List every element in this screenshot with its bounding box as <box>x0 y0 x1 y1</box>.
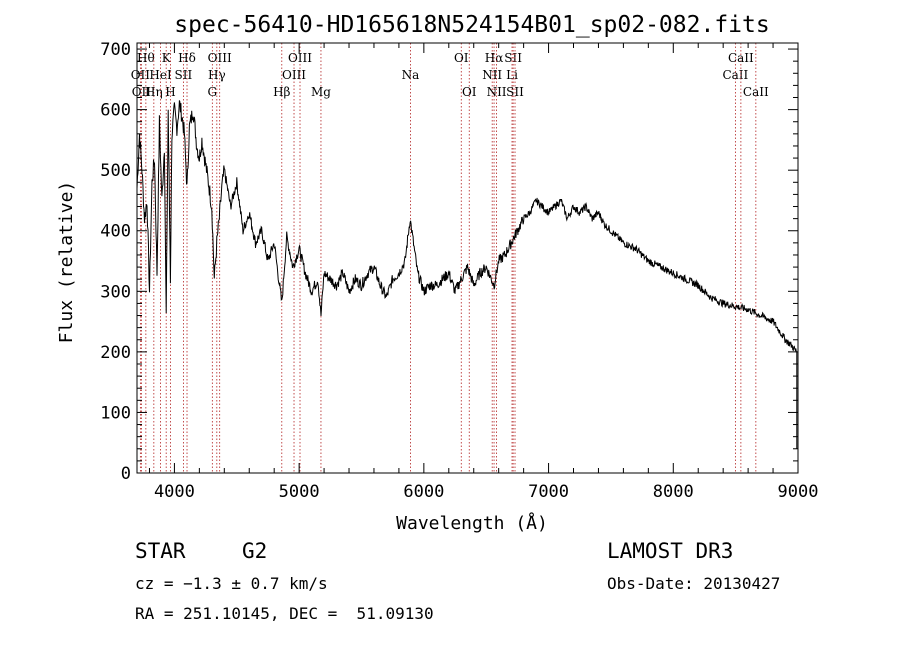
spectral-line-label: H <box>165 85 175 99</box>
spectral-line-label: CaII <box>743 85 769 99</box>
plot-frame <box>136 42 799 474</box>
spectral-line-label: OIII <box>282 68 306 82</box>
x-tick-label: 9000 <box>778 482 819 502</box>
y-axis-label: Flux (relative) <box>56 181 77 344</box>
x-tick-label: 5000 <box>279 482 320 502</box>
redshift-cz: cz = −1.3 ± 0.7 km/s <box>135 574 328 593</box>
y-tick-label: 300 <box>100 282 131 302</box>
x-tick-label: 4000 <box>154 482 195 502</box>
spectral-line-label: Mg <box>311 85 331 99</box>
spectral-line-label: SII <box>175 68 193 82</box>
x-tick-label: 7000 <box>528 482 569 502</box>
spectral-line-label: NII <box>482 68 502 82</box>
spectral-line-label: G <box>208 85 218 99</box>
coordinates: RA = 251.10145, DEC = 51.09130 <box>135 604 434 623</box>
spectral-line-label: OI <box>462 85 477 99</box>
object-class: STAR <box>135 539 186 563</box>
y-tick-label: 600 <box>100 101 131 121</box>
y-axis: 0 100 200 300 400 500 600 700 <box>100 40 798 484</box>
y-tick-label: 500 <box>100 161 131 181</box>
spectral-line-label: SII <box>504 51 522 65</box>
spectrum-series <box>136 100 798 449</box>
spectral-line-label: SII <box>506 85 524 99</box>
spectrum-line <box>136 100 798 449</box>
spectral-line-label: Hγ <box>208 68 226 82</box>
spectral-line-label: OI <box>454 51 469 65</box>
spectral-line-label: CaII <box>722 68 748 82</box>
x-axis-label: Wavelength (Å) <box>396 512 548 534</box>
survey-name: LAMOST DR3 <box>607 539 734 563</box>
x-tick-label: 6000 <box>403 482 444 502</box>
spectral-line-label: Hβ <box>273 85 290 99</box>
spectral-line-label: Hδ <box>178 51 196 65</box>
y-tick-label: 0 <box>121 464 131 484</box>
object-subclass: G2 <box>242 539 268 563</box>
y-tick-label: 700 <box>100 40 131 60</box>
x-tick-label: 8000 <box>653 482 694 502</box>
y-tick-label: 200 <box>100 343 131 363</box>
spectral-line-label: OIII <box>208 51 232 65</box>
observation-date: Obs-Date: 20130427 <box>607 574 781 593</box>
spectral-line-label: Li <box>506 68 518 82</box>
y-tick-label: 100 <box>100 403 131 423</box>
y-tick-label: 400 <box>100 222 131 242</box>
spectral-line-label: HeI <box>149 68 172 82</box>
spectral-line-label: NII <box>487 85 507 99</box>
spectral-line-label: OIII <box>288 51 312 65</box>
spectrum-chart: spec-56410-HD165618N524154B01_sp02-082.f… <box>56 12 819 534</box>
spectral-line-label: K <box>162 51 172 65</box>
x-axis: 4000 5000 6000 7000 8000 9000 <box>148 43 819 502</box>
spectral-line-label: Hη <box>145 85 163 99</box>
chart-title: spec-56410-HD165618N524154B01_sp02-082.f… <box>174 12 769 38</box>
spectral-line-label: Hθ <box>137 51 155 65</box>
spectral-line-label: OII <box>131 68 151 82</box>
spectral-line-markers: OIIOIIHθHηHeIKHSIIHδGHγOIIIHβOIIIOIIIMgN… <box>131 43 769 473</box>
spectral-line-label: CaII <box>728 51 754 65</box>
spectral-line-label: Na <box>402 68 420 82</box>
spectral-line-label: Hα <box>485 51 504 65</box>
